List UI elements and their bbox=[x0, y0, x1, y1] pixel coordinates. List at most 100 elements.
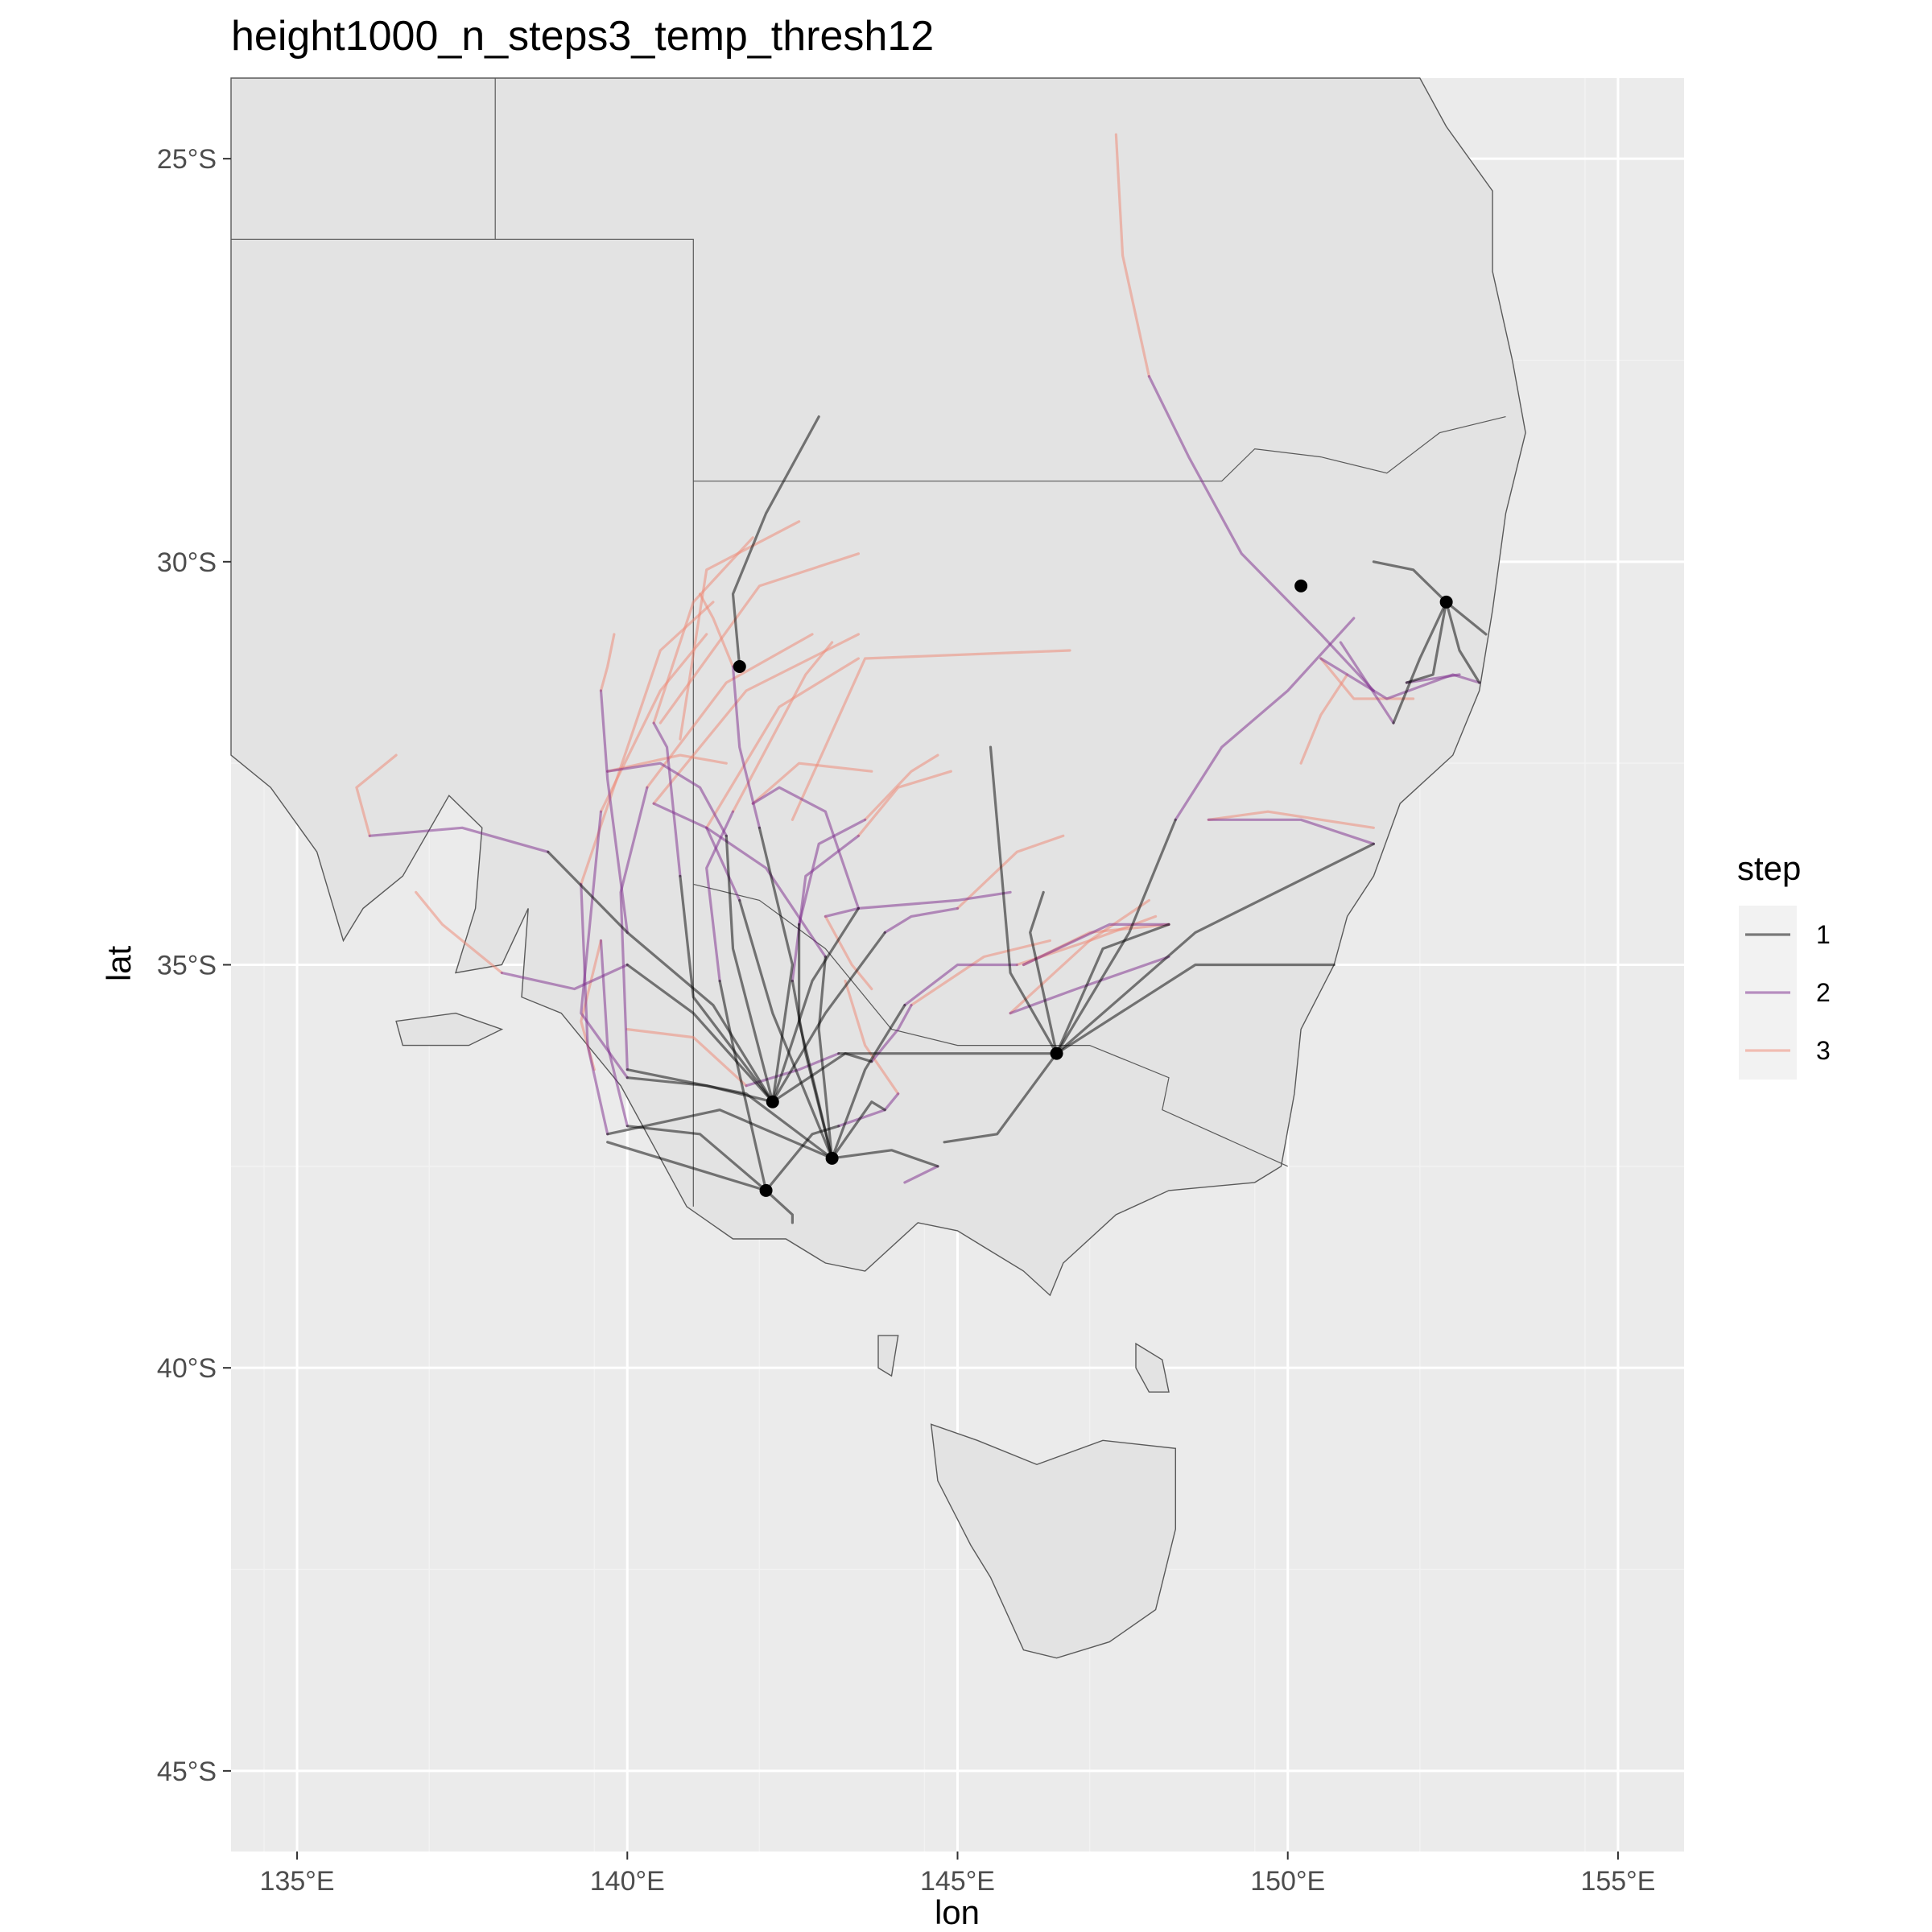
chart-title: height1000_n_steps3_temp_thresh12 bbox=[231, 13, 934, 60]
trajectory-step1 bbox=[831, 1149, 939, 1168]
trajectory-step2 bbox=[791, 834, 860, 983]
trajectory-step3 bbox=[652, 633, 860, 805]
trajectory-step1 bbox=[679, 874, 774, 1104]
trajectory-step3 bbox=[857, 770, 952, 837]
trajectory-step3 bbox=[731, 641, 834, 813]
trajectory-step2 bbox=[1339, 641, 1395, 724]
trajectory-step1 bbox=[1055, 923, 1170, 1055]
release-point bbox=[825, 1151, 839, 1165]
trajectory-step2 bbox=[745, 1052, 840, 1088]
trajectory-step1 bbox=[989, 745, 1059, 1055]
x-tick-label: 155°E bbox=[1580, 1866, 1655, 1897]
trajectory-step1 bbox=[718, 979, 768, 1192]
trajectory-step2 bbox=[652, 721, 682, 877]
release-point bbox=[1439, 595, 1453, 609]
legend-label: 2 bbox=[1816, 978, 1831, 1007]
mainland-outline bbox=[230, 77, 1526, 1297]
trajectory-step1 bbox=[831, 1004, 906, 1160]
trajectory-step2 bbox=[619, 786, 649, 1071]
axes: 135°E 140°E 145°E 150°E 155°E 25°S 30°S 35°S 40°… bbox=[157, 144, 1656, 1897]
release-point bbox=[733, 659, 746, 673]
trajectory-step1 bbox=[547, 850, 774, 1104]
y-tick-label: 35°S bbox=[157, 951, 217, 981]
trajectory-step1 bbox=[606, 1108, 834, 1160]
trajectory-step1 bbox=[625, 1125, 768, 1192]
trajectory-step2 bbox=[705, 810, 735, 983]
trajectory-step1 bbox=[791, 979, 834, 1160]
trajectory-lines bbox=[355, 133, 1488, 1224]
trajectory-step3 bbox=[844, 979, 900, 1096]
x-axis-label: lon bbox=[935, 1893, 980, 1931]
y-tick-label: 40°S bbox=[157, 1353, 217, 1384]
trajectory-step3 bbox=[355, 753, 398, 837]
trajectory-step1 bbox=[1405, 601, 1448, 684]
y-tick-label: 30°S bbox=[157, 547, 217, 578]
y-tick-label: 45°S bbox=[157, 1757, 217, 1787]
trajectory-step3 bbox=[864, 753, 939, 821]
trajectory-step3 bbox=[956, 834, 1065, 910]
trajectory-step3 bbox=[580, 601, 715, 886]
king-island-outline bbox=[877, 1335, 899, 1377]
trajectory-step2 bbox=[903, 1165, 939, 1184]
trajectory-step3 bbox=[705, 657, 860, 829]
tasmania-outline bbox=[930, 1423, 1176, 1659]
trajectory-step3 bbox=[652, 536, 754, 724]
trajectory-step1 bbox=[758, 826, 794, 1104]
legend-label: 1 bbox=[1816, 920, 1831, 949]
trajectory-step1 bbox=[606, 1141, 768, 1192]
state-border bbox=[693, 416, 1506, 482]
trajectory-step3 bbox=[910, 939, 1051, 1007]
trajectory-step1 bbox=[1055, 963, 1335, 1055]
release-point bbox=[759, 1183, 773, 1197]
release-points bbox=[733, 579, 1453, 1197]
trajectory-step1 bbox=[771, 1052, 873, 1104]
release-point bbox=[1050, 1046, 1063, 1060]
trajectory-step2 bbox=[883, 906, 960, 934]
trajectory-step3 bbox=[1319, 657, 1415, 700]
trajectory-step1 bbox=[1445, 601, 1488, 636]
release-point bbox=[766, 1095, 779, 1108]
trajectory-step3 bbox=[1114, 133, 1150, 378]
trajectory-step1 bbox=[831, 1100, 886, 1160]
trajectory-step2 bbox=[1147, 374, 1375, 692]
trajectory-step1 bbox=[1055, 842, 1375, 1055]
trajectory-step1 bbox=[765, 1189, 794, 1224]
trajectory-step3 bbox=[658, 552, 860, 724]
trajectory-step3 bbox=[698, 592, 735, 668]
trajectory-step3 bbox=[751, 762, 873, 805]
trajectory-step1 bbox=[1445, 601, 1481, 684]
trajectory-step2 bbox=[580, 810, 629, 1080]
trajectory-step1 bbox=[1372, 560, 1448, 604]
trajectory-step2 bbox=[368, 826, 550, 853]
trajectory-step2 bbox=[606, 762, 728, 837]
trajectory-step1 bbox=[1392, 601, 1448, 724]
trajectory-step3 bbox=[625, 1028, 748, 1088]
trajectory-step2 bbox=[599, 939, 629, 1128]
trajectory-step2 bbox=[599, 689, 629, 934]
trajectory-step2 bbox=[1174, 617, 1356, 821]
trajectory-step3 bbox=[1299, 673, 1349, 765]
y-tick-label: 25°S bbox=[157, 144, 217, 175]
legend-label: 3 bbox=[1816, 1036, 1831, 1065]
trajectory-step2 bbox=[1319, 657, 1481, 700]
trajectory-step1 bbox=[817, 955, 834, 1160]
trajectory-step3 bbox=[599, 633, 616, 692]
x-tick-label: 150°E bbox=[1250, 1866, 1325, 1897]
trajectory-step2 bbox=[1207, 818, 1375, 845]
x-tick-label: 135°E bbox=[260, 1866, 335, 1897]
x-tick-label: 145°E bbox=[920, 1866, 995, 1897]
trajectory-step3 bbox=[415, 890, 503, 975]
state-border bbox=[231, 238, 694, 1207]
legend-title: step bbox=[1737, 849, 1801, 887]
trajectory-step2 bbox=[1022, 923, 1170, 967]
trajectory-step1 bbox=[943, 1052, 1059, 1144]
trajectory-step1 bbox=[771, 931, 886, 1104]
trajectory-step3 bbox=[824, 914, 873, 991]
trajectory-step2 bbox=[731, 665, 761, 829]
trajectory-step1 bbox=[1055, 818, 1177, 1055]
legend: step 1 2 3 bbox=[1737, 849, 1831, 1080]
trajectory-step1 bbox=[765, 1125, 840, 1192]
trajectory-step2 bbox=[824, 890, 1012, 918]
trajectory-step1 bbox=[738, 898, 834, 1160]
